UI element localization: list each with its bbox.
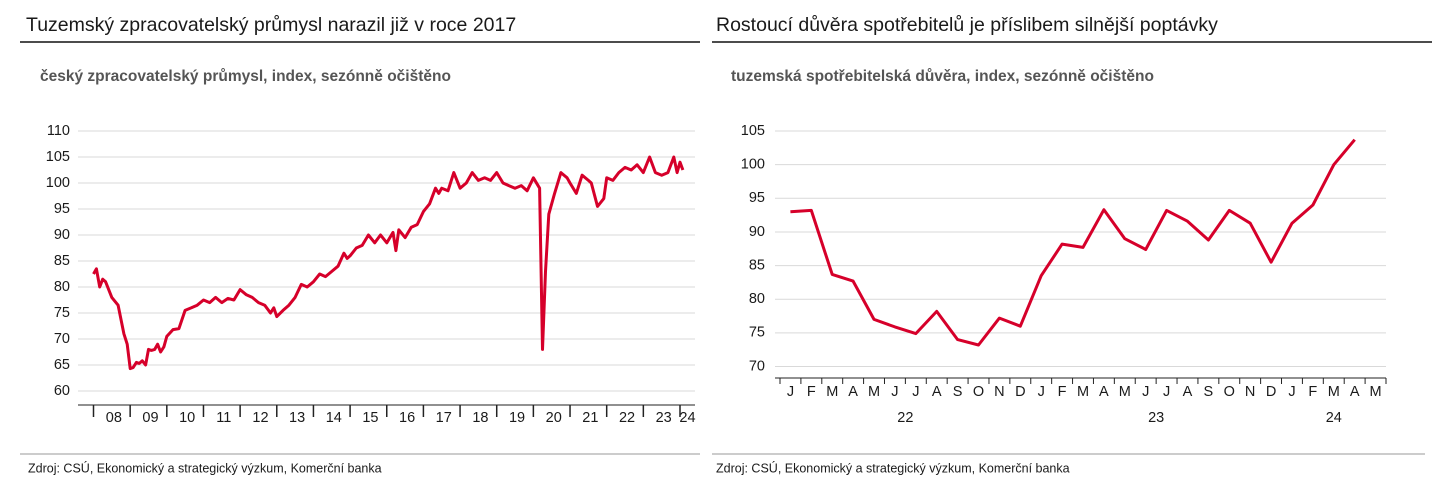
x-tick-label: J xyxy=(1163,384,1170,400)
x-tick-label: D xyxy=(1015,384,1025,400)
x-tick-label: J xyxy=(912,384,919,400)
x-tick-label: A xyxy=(1183,384,1193,400)
x-tick-label: 16 xyxy=(399,410,415,426)
x-tick-label: M xyxy=(1370,384,1382,400)
y-tick-label: 100 xyxy=(46,175,70,191)
x-tick-label: 18 xyxy=(472,410,488,426)
x-tick-label: F xyxy=(807,384,816,400)
x-tick-label: D xyxy=(1266,384,1276,400)
y-tick-label: 95 xyxy=(749,190,765,206)
y-tick-label: 85 xyxy=(749,257,765,273)
y-tick-label: 85 xyxy=(54,253,70,269)
y-tick-label: 65 xyxy=(54,357,70,373)
y-tick-label: 75 xyxy=(54,305,70,321)
x-tick-label: M xyxy=(1077,384,1089,400)
x-tick-label: M xyxy=(826,384,838,400)
y-tick-label: 80 xyxy=(54,279,70,295)
y-tick-label: 70 xyxy=(54,331,70,347)
y-tick-label: 80 xyxy=(749,291,765,307)
data-line xyxy=(790,138,1356,347)
y-tick-label: 75 xyxy=(749,325,765,341)
x-tick-label: 09 xyxy=(142,410,158,426)
x-tick-label: S xyxy=(953,384,963,400)
y-tick-label: 100 xyxy=(741,156,765,172)
x-tick-label: 24 xyxy=(679,410,695,426)
x-tick-label: J xyxy=(891,384,898,400)
x-tick-label: 22 xyxy=(619,410,635,426)
x-tick-label: 15 xyxy=(362,410,378,426)
x-group-label: 24 xyxy=(1326,410,1342,426)
x-tick-label: O xyxy=(1224,384,1235,400)
y-tick-label: 105 xyxy=(741,123,765,139)
x-group-label: 23 xyxy=(1148,410,1164,426)
x-tick-label: J xyxy=(787,384,794,400)
x-tick-label: O xyxy=(973,384,984,400)
source-note: Zdroj: CSÚ, Ekonomický a strategický výz… xyxy=(716,460,1070,475)
x-tick-label: M xyxy=(868,384,880,400)
x-tick-label: 11 xyxy=(216,410,231,426)
x-tick-label: M xyxy=(1328,384,1340,400)
source-note: Zdroj: CSÚ, Ekonomický a strategický výz… xyxy=(28,460,382,475)
x-tick-label: 23 xyxy=(656,410,672,426)
x-group-label: 22 xyxy=(897,410,913,426)
x-tick-label: A xyxy=(1350,384,1360,400)
chart-title: Rostoucí důvěra spotřebitelů je příslibe… xyxy=(716,14,1218,36)
x-tick-label: 20 xyxy=(546,410,562,426)
x-tick-label: M xyxy=(1119,384,1131,400)
y-tick-label: 110 xyxy=(47,123,70,139)
x-tick-label: 13 xyxy=(289,410,305,426)
x-tick-label: 10 xyxy=(179,410,195,426)
x-tick-label: 21 xyxy=(582,410,598,426)
y-tick-label: 60 xyxy=(54,383,70,399)
x-tick-label: A xyxy=(848,384,858,400)
x-tick-label: N xyxy=(994,384,1004,400)
x-tick-label: 08 xyxy=(106,410,122,426)
x-tick-label: S xyxy=(1204,384,1214,400)
y-tick-label: 95 xyxy=(54,201,70,217)
chart-subtitle: tuzemská spotřebitelská důvěra, index, s… xyxy=(731,68,1154,85)
y-tick-label: 105 xyxy=(46,149,70,165)
x-tick-label: N xyxy=(1245,384,1255,400)
chart-title: Tuzemský zpracovatelský průmysl narazil … xyxy=(26,14,516,36)
x-tick-label: J xyxy=(1038,384,1045,400)
x-tick-label: J xyxy=(1288,384,1295,400)
y-tick-label: 90 xyxy=(749,224,765,240)
x-tick-label: 12 xyxy=(252,410,268,426)
x-tick-label: A xyxy=(932,384,942,400)
x-tick-label: 19 xyxy=(509,410,525,426)
x-tick-label: J xyxy=(1142,384,1149,400)
x-tick-label: 14 xyxy=(326,410,342,426)
y-tick-label: 90 xyxy=(54,227,70,243)
y-tick-label: 70 xyxy=(749,358,765,374)
data-line xyxy=(92,155,685,371)
x-tick-label: 17 xyxy=(436,410,452,426)
chart-subtitle: český zpracovatelský průmysl, index, sez… xyxy=(40,68,451,85)
x-tick-label: A xyxy=(1099,384,1109,400)
x-tick-label: F xyxy=(1308,384,1317,400)
x-tick-label: F xyxy=(1058,384,1067,400)
